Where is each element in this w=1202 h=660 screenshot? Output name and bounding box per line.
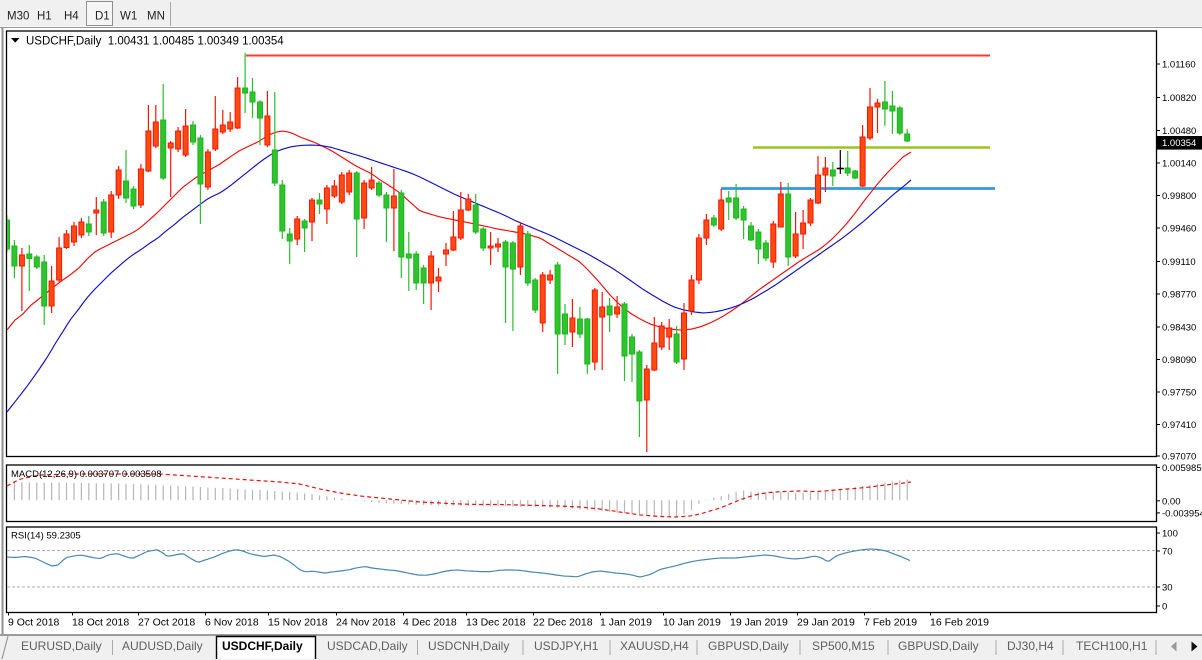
svg-text:0.97410: 0.97410 [1162, 420, 1196, 431]
svg-text:GBPUSD,Daily: GBPUSD,Daily [898, 639, 979, 653]
svg-text:EURUSD,Daily: EURUSD,Daily [21, 639, 102, 653]
svg-text:D1: D1 [95, 11, 110, 23]
svg-text:1 Jan 2019: 1 Jan 2019 [600, 617, 652, 629]
svg-text:RSI(14) 59.2305: RSI(14) 59.2305 [11, 531, 81, 542]
svg-text:100: 100 [1162, 529, 1178, 540]
svg-text:18 Oct 2018: 18 Oct 2018 [72, 617, 129, 629]
svg-text:0.98770: 0.98770 [1162, 290, 1196, 301]
svg-text:27 Oct 2018: 27 Oct 2018 [138, 617, 195, 629]
svg-text:GBPUSD,Daily: GBPUSD,Daily [708, 639, 789, 653]
svg-text:0.00: 0.00 [1162, 496, 1181, 507]
svg-text:0.97750: 0.97750 [1162, 388, 1196, 399]
svg-text:DJ30,H4: DJ30,H4 [1007, 639, 1054, 653]
svg-text:9 Oct 2018: 9 Oct 2018 [8, 617, 60, 629]
svg-text:0: 0 [1162, 602, 1167, 613]
svg-text:MN: MN [147, 11, 165, 23]
svg-text:0.97070: 0.97070 [1162, 452, 1196, 463]
svg-text:0.98090: 0.98090 [1162, 355, 1196, 366]
svg-text:MACD(12,26,9) 0.003707 0.00350: MACD(12,26,9) 0.003707 0.003508 [11, 469, 162, 480]
svg-text:1.00140: 1.00140 [1162, 159, 1196, 170]
svg-text:4 Dec 2018: 4 Dec 2018 [403, 617, 457, 629]
svg-text:1.00480: 1.00480 [1162, 126, 1196, 137]
svg-text:AUDUSD,Daily: AUDUSD,Daily [122, 639, 203, 653]
svg-text:29 Jan 2019: 29 Jan 2019 [797, 617, 855, 629]
svg-text:H1: H1 [37, 11, 52, 23]
svg-text:30: 30 [1162, 583, 1173, 594]
svg-text:USDCHF,Daily: USDCHF,Daily [222, 639, 303, 653]
svg-text:SP500,M15: SP500,M15 [812, 639, 875, 653]
svg-text:1.00354: 1.00354 [1162, 138, 1196, 149]
svg-text:6 Nov 2018: 6 Nov 2018 [205, 617, 259, 629]
svg-text:-0.003954: -0.003954 [1162, 508, 1202, 519]
svg-text:USDCHF,Daily 1.00431 1.00485: USDCHF,Daily 1.00431 1.00485 1.00349 1.0… [26, 36, 284, 48]
svg-text:TECH100,H1: TECH100,H1 [1076, 639, 1148, 653]
svg-text:0.99460: 0.99460 [1162, 224, 1196, 235]
svg-text:0.99110: 0.99110 [1162, 257, 1196, 268]
svg-text:15 Nov 2018: 15 Nov 2018 [268, 617, 328, 629]
svg-text:19 Jan 2019: 19 Jan 2019 [730, 617, 788, 629]
svg-text:0.005985: 0.005985 [1162, 463, 1202, 474]
svg-text:USDCAD,Daily: USDCAD,Daily [327, 639, 408, 653]
svg-text:13 Dec 2018: 13 Dec 2018 [466, 617, 526, 629]
svg-text:24 Nov 2018: 24 Nov 2018 [336, 617, 396, 629]
svg-text:22 Dec 2018: 22 Dec 2018 [533, 617, 593, 629]
svg-text:USDJPY,H1: USDJPY,H1 [534, 639, 599, 653]
svg-text:16 Feb 2019: 16 Feb 2019 [930, 617, 989, 629]
svg-text:XAUUSD,H4: XAUUSD,H4 [620, 639, 689, 653]
svg-text:1.00820: 1.00820 [1162, 93, 1196, 104]
svg-text:0.98430: 0.98430 [1162, 323, 1196, 334]
svg-text:1.01160: 1.01160 [1162, 60, 1196, 71]
svg-text:10 Jan 2019: 10 Jan 2019 [663, 617, 721, 629]
svg-text:M30: M30 [7, 11, 29, 23]
svg-text:70: 70 [1162, 547, 1173, 558]
svg-text:H4: H4 [64, 11, 79, 23]
svg-text:USDCNH,Daily: USDCNH,Daily [428, 639, 509, 653]
svg-text:0.99800: 0.99800 [1162, 191, 1196, 202]
svg-text:7 Feb 2019: 7 Feb 2019 [864, 617, 917, 629]
svg-text:W1: W1 [120, 11, 137, 23]
